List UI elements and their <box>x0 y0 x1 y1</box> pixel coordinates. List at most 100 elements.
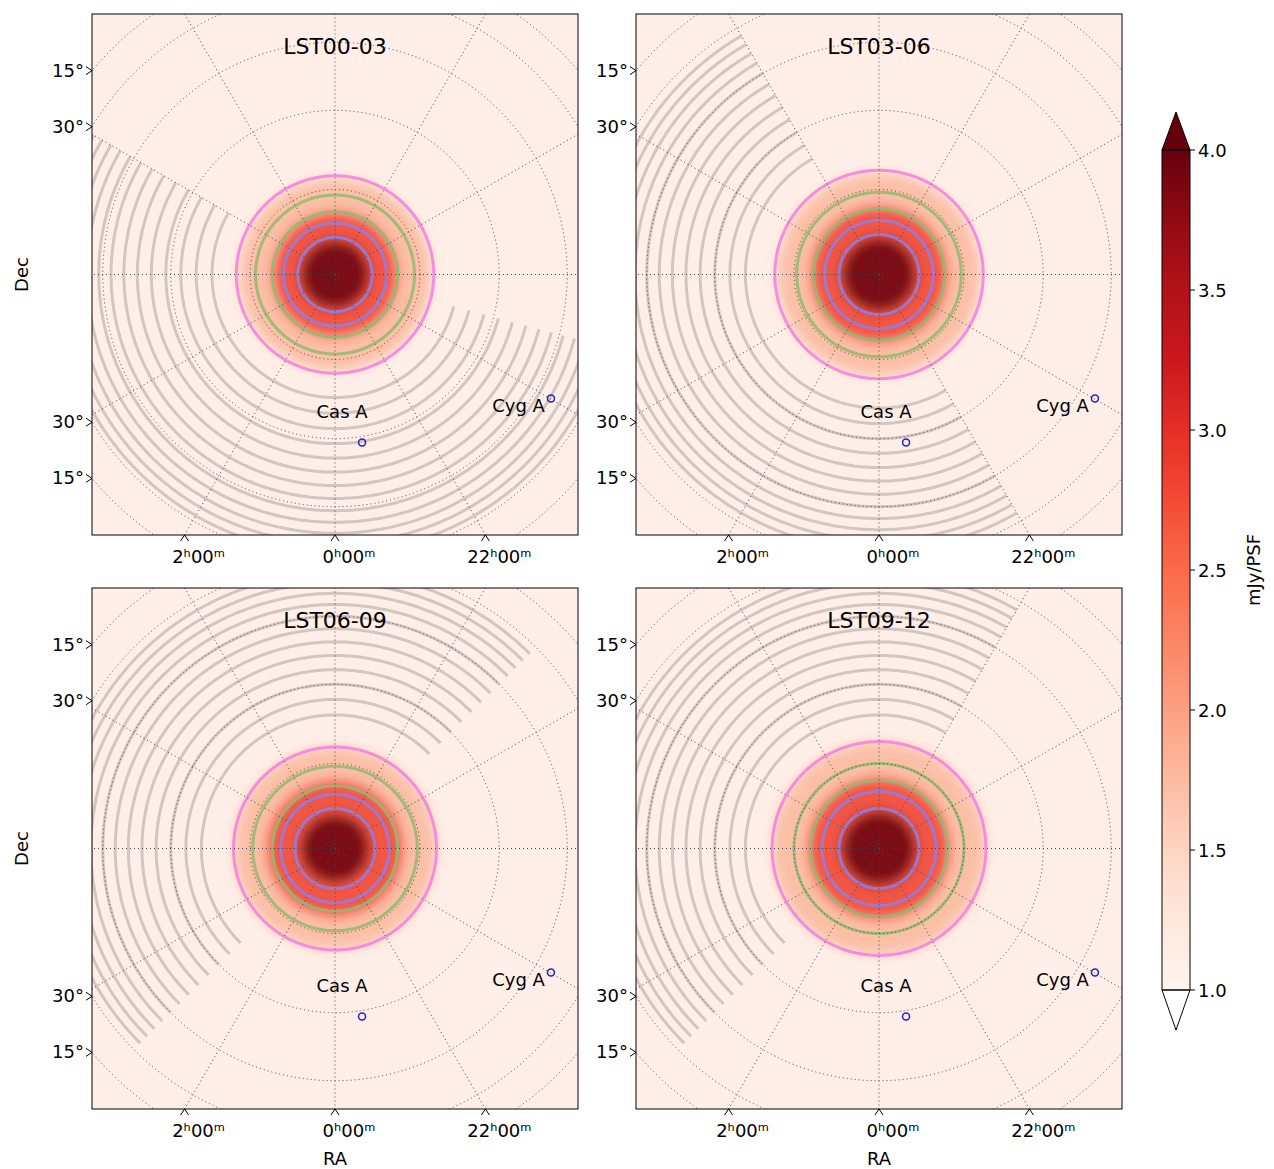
source-label: Cas A <box>861 401 913 422</box>
contour <box>151 183 512 458</box>
contour <box>686 107 976 467</box>
tick-label: 15° <box>596 1041 628 1062</box>
ra-grid <box>171 849 335 1110</box>
tick-label: 22ʰ00ᵐ <box>467 1120 531 1141</box>
frame <box>92 14 578 535</box>
panel-plot <box>636 14 1122 535</box>
contour <box>124 169 539 486</box>
contour <box>128 642 481 995</box>
contour <box>730 145 954 423</box>
contour <box>171 684 451 964</box>
tick-label: 4.0 <box>1198 140 1227 161</box>
tick-label: 0ʰ00ᵐ <box>867 1120 920 1141</box>
tick-label: 0ʰ00ᵐ <box>323 546 376 567</box>
tick-label: 30° <box>52 411 84 432</box>
contour <box>186 699 441 954</box>
tick <box>630 992 636 1000</box>
tick <box>630 697 636 705</box>
contour <box>92 593 516 1029</box>
tick <box>481 1109 489 1115</box>
tick <box>181 535 189 541</box>
ra-grid <box>636 274 879 275</box>
contour <box>647 616 995 1012</box>
dec-grid <box>92 588 578 1109</box>
ra-grid <box>335 849 578 1013</box>
tick-label: 1.0 <box>1198 980 1227 1001</box>
tick <box>86 1048 92 1056</box>
frame <box>92 588 578 1109</box>
dec-grid <box>92 14 578 535</box>
source-label: Cas A <box>861 975 913 996</box>
tick-label: 15° <box>52 60 84 81</box>
colorbar-extend <box>1162 112 1190 150</box>
ra-grid <box>636 684 879 848</box>
figure: Cas A Cyg A LST00-03 15° 15° 30° 30° 2ʰ00ᵐ 0ʰ00ᵐ… <box>0 0 1274 1169</box>
tick <box>1190 710 1195 711</box>
ra-grid <box>879 110 1122 274</box>
panel-title: LST09-12 <box>827 608 931 633</box>
source-marker <box>359 439 366 446</box>
dec-grid <box>92 588 578 1109</box>
contour <box>166 190 499 444</box>
ra-grid <box>715 849 879 1110</box>
ra-grid <box>92 110 335 274</box>
axis-title: Dec <box>11 257 32 292</box>
contour <box>636 44 1012 535</box>
contour <box>659 629 989 1004</box>
source-marker <box>547 969 554 976</box>
tick <box>1190 990 1195 991</box>
contour <box>636 588 1012 1036</box>
contour <box>212 213 454 398</box>
contour <box>647 73 995 506</box>
tick-label: 3.0 <box>1198 420 1227 441</box>
tick <box>725 1109 733 1115</box>
panel-plot <box>92 588 578 1109</box>
ra-grid <box>335 848 578 849</box>
ra-grid <box>92 275 335 439</box>
tick <box>1190 570 1195 571</box>
tick <box>86 992 92 1000</box>
panel-plot <box>636 588 1122 1109</box>
tick-label: 1.5 <box>1198 840 1227 861</box>
tick-label: 15° <box>52 467 84 488</box>
ra-grid <box>879 275 1122 439</box>
source-marker <box>903 439 910 446</box>
contour <box>730 699 954 954</box>
tick <box>86 123 92 131</box>
tick <box>1190 850 1195 851</box>
tick <box>725 535 733 541</box>
source-marker <box>1091 969 1098 976</box>
ra-grid <box>879 849 1122 1013</box>
source-marker <box>547 395 554 402</box>
tick <box>86 697 92 705</box>
tick-label: 30° <box>596 690 628 711</box>
contour <box>92 588 530 1043</box>
colorbar-label: mJy/PSF <box>1243 534 1264 606</box>
tick <box>630 123 636 131</box>
panel-title: LST03-06 <box>827 34 931 59</box>
panel-title: LST00-03 <box>283 34 387 59</box>
source-label: Cyg A <box>492 969 545 990</box>
tick <box>1025 1109 1033 1115</box>
tick <box>875 535 883 541</box>
tick-label: 2ʰ00ᵐ <box>716 1120 769 1141</box>
dec-grid <box>92 14 578 535</box>
dec-grid <box>636 588 1122 1109</box>
tick-label: 15° <box>596 60 628 81</box>
contour <box>636 54 1007 530</box>
ra-grid <box>335 275 578 439</box>
source-label: Cas A <box>317 401 369 422</box>
ra-grid <box>879 684 1122 848</box>
tick <box>86 474 92 482</box>
tick-label: 2ʰ00ᵐ <box>716 546 769 567</box>
contour <box>636 605 1001 1022</box>
contour <box>111 163 551 499</box>
ra-grid <box>636 275 879 439</box>
panel-plot <box>92 14 578 535</box>
contour <box>92 151 574 523</box>
colorbar-extend <box>1162 990 1190 1030</box>
tick <box>630 418 636 426</box>
tick-label: 30° <box>52 116 84 137</box>
colorbar-frame <box>1162 150 1190 990</box>
source-label: Cyg A <box>492 395 545 416</box>
